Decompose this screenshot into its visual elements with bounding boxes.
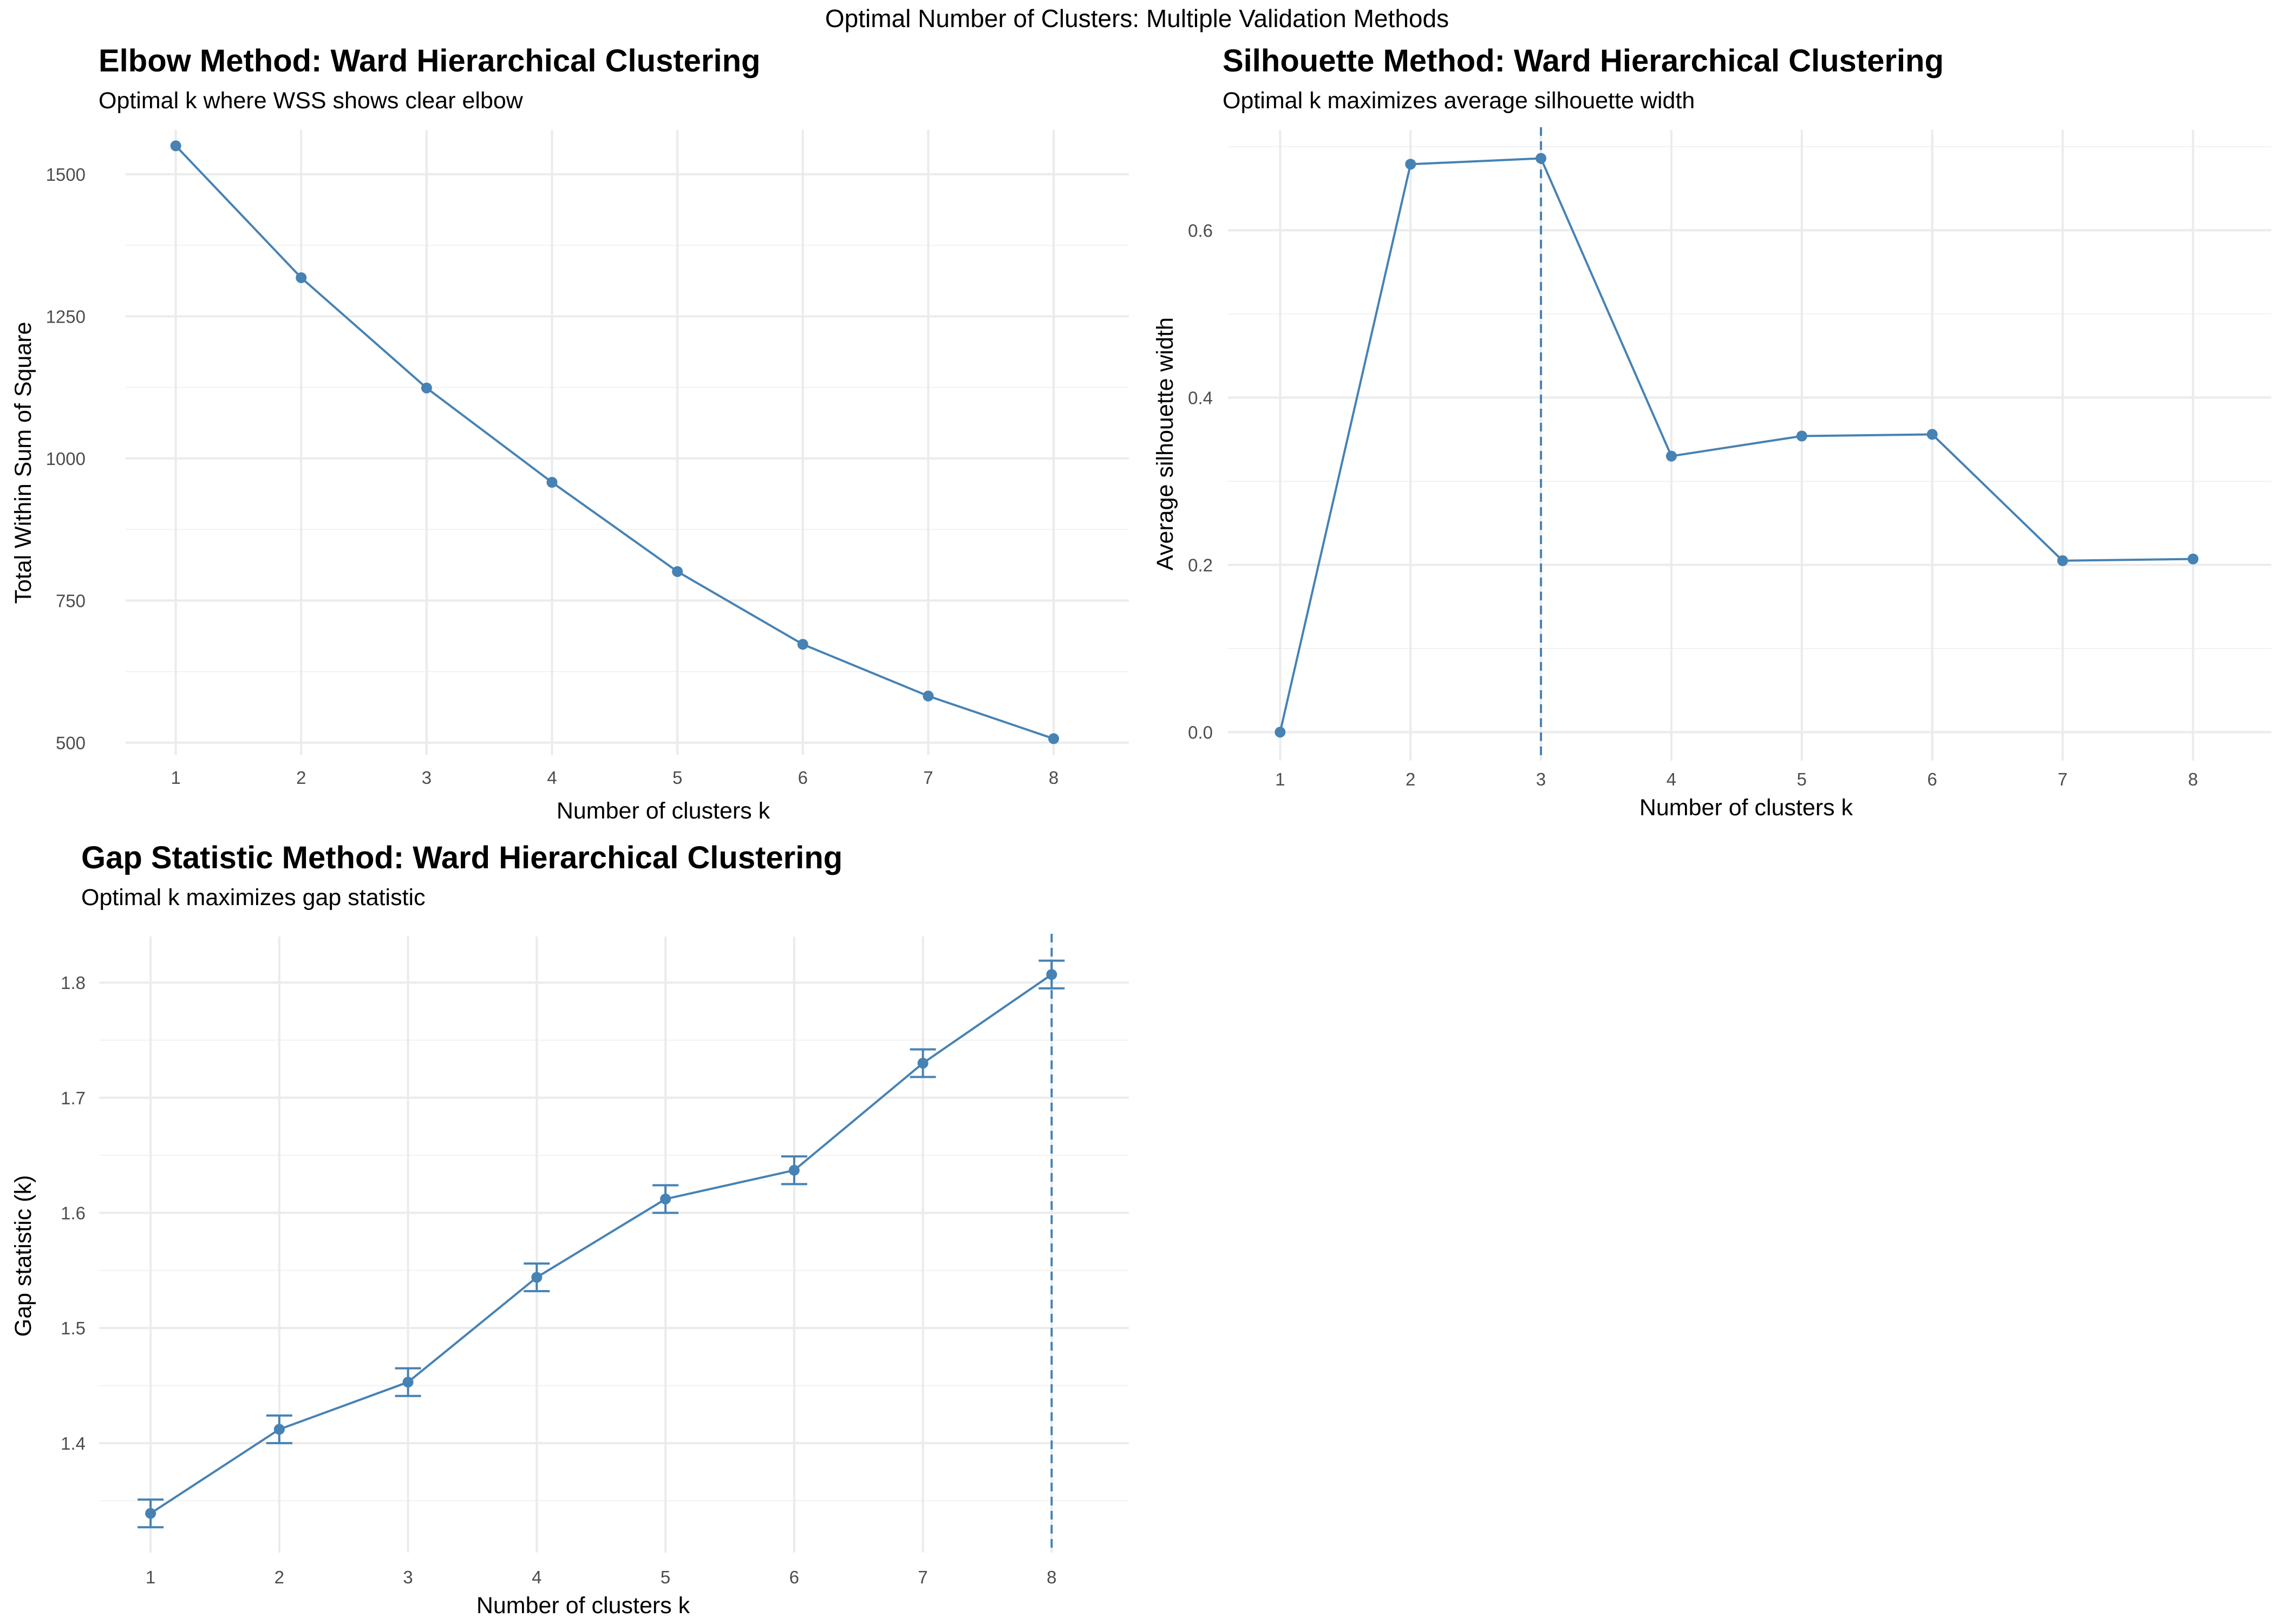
elbow-y-tick-label: 1500 [46, 165, 86, 185]
silhouette-x-tick-label: 6 [1927, 769, 1937, 789]
gap-y-tick-label: 1.8 [61, 973, 86, 993]
silhouette-data-point [1405, 159, 1416, 170]
silhouette-subtitle: Optimal k maximizes average silhouette w… [1223, 88, 1695, 114]
elbow-x-tick-label: 4 [547, 768, 557, 788]
elbow-x-tick-label: 2 [296, 768, 306, 788]
gap-x-tick-label: 5 [661, 1567, 670, 1587]
gap-x-tick-label: 4 [532, 1567, 541, 1587]
gap-data-point [1046, 969, 1057, 980]
elbow-x-tick-label: 5 [672, 768, 682, 788]
elbow-y-tick-label: 1250 [46, 306, 86, 326]
gap-data-point [660, 1193, 671, 1204]
elbow-x-tick-label: 8 [1049, 768, 1058, 788]
silhouette-data-point [1926, 429, 1938, 440]
gap-x-tick-label: 2 [275, 1567, 284, 1587]
gap-y-tick-label: 1.5 [61, 1318, 86, 1338]
silhouette-data-point [2187, 553, 2199, 565]
silhouette-y-tick-label: 0.0 [1188, 722, 1213, 742]
silhouette-data-point [1796, 430, 1807, 442]
elbow-plot-area: 500 750 1000 1250 1500 1 2 3 4 5 6 7 8 [46, 130, 1129, 788]
elbow-data-point [797, 639, 808, 650]
silhouette-data-point [1535, 153, 1547, 164]
elbow-x-tick-label: 1 [171, 768, 180, 788]
gap-y-tick-label: 1.7 [61, 1088, 86, 1108]
elbow-data-point [1048, 733, 1060, 744]
gap-data-point [917, 1057, 929, 1069]
elbow-data-point [546, 477, 558, 488]
elbow-data-point [923, 690, 934, 702]
silhouette-x-tick-label: 2 [1406, 769, 1415, 789]
silhouette-x-tick-label: 8 [2188, 769, 2198, 789]
gap-plot-area: 1.4 1.5 1.6 1.7 1.8 1 2 3 4 5 6 7 8 [61, 934, 1129, 1587]
gap-y-axis-label: Gap statistic (k) [10, 1175, 36, 1337]
gap-x-axis-label: Number of clusters k [476, 1593, 690, 1619]
elbow-y-tick-label: 750 [56, 591, 86, 611]
gap-data-point [531, 1272, 543, 1283]
gap-statistic-panel: Gap Statistic Method: Ward Hierarchical … [10, 840, 1129, 1619]
silhouette-x-tick-label: 7 [2057, 769, 2067, 789]
gap-y-tick-label: 1.6 [61, 1203, 86, 1223]
elbow-x-tick-label: 3 [422, 768, 432, 788]
gap-title: Gap Statistic Method: Ward Hierarchical … [81, 840, 842, 875]
silhouette-series-line [1279, 157, 2193, 732]
silhouette-x-tick-label: 3 [1536, 769, 1546, 789]
gap-y-tick-label: 1.4 [61, 1433, 86, 1453]
silhouette-x-tick-label: 1 [1275, 769, 1285, 789]
silhouette-x-tick-label: 4 [1667, 769, 1676, 789]
elbow-data-point [170, 140, 181, 152]
gap-x-tick-label: 1 [146, 1567, 155, 1587]
silhouette-plot-area: 0.0 0.2 0.4 0.6 1 2 3 4 5 6 7 8 [1188, 127, 2271, 789]
elbow-panel: Elbow Method: Ward Hierarchical Clusteri… [10, 43, 1129, 824]
silhouette-x-tick-label: 5 [1797, 769, 1807, 789]
silhouette-data-point [1665, 450, 1677, 462]
elbow-series-line [175, 145, 1054, 740]
gap-x-tick-label: 3 [403, 1567, 413, 1587]
elbow-y-axis-label: Total Within Sum of Square [10, 322, 36, 604]
elbow-data-point [421, 382, 432, 394]
silhouette-y-tick-label: 0.2 [1188, 555, 1213, 575]
elbow-x-tick-label: 7 [923, 768, 933, 788]
elbow-x-axis-label: Number of clusters k [557, 798, 770, 824]
silhouette-y-axis-label: Average silhouette width [1152, 317, 1178, 571]
gap-x-tick-label: 8 [1047, 1567, 1056, 1587]
gap-data-point [402, 1377, 414, 1388]
elbow-data-point [296, 272, 307, 283]
silhouette-y-tick-label: 0.6 [1188, 220, 1213, 240]
gap-data-point [145, 1508, 156, 1519]
elbow-x-tick-label: 6 [798, 768, 808, 788]
silhouette-y-tick-label: 0.4 [1188, 388, 1213, 408]
elbow-y-tick-label: 1000 [46, 449, 86, 469]
silhouette-data-point [2057, 555, 2068, 566]
figure-title: Optimal Number of Clusters: Multiple Val… [825, 4, 1449, 32]
silhouette-x-axis-label: Number of clusters k [1639, 795, 1853, 821]
silhouette-data-point [1275, 726, 1286, 738]
elbow-data-point [672, 566, 683, 577]
elbow-title: Elbow Method: Ward Hierarchical Clusteri… [99, 43, 760, 78]
silhouette-title: Silhouette Method: Ward Hierarchical Clu… [1223, 43, 1944, 78]
elbow-subtitle: Optimal k where WSS shows clear elbow [99, 88, 524, 114]
gap-x-tick-label: 6 [789, 1567, 799, 1587]
gap-x-tick-label: 7 [918, 1567, 927, 1587]
gap-series-line [150, 973, 1053, 1515]
gap-subtitle: Optimal k maximizes gap statistic [81, 885, 426, 911]
gap-data-point [273, 1424, 285, 1435]
silhouette-panel: Silhouette Method: Ward Hierarchical Clu… [1152, 43, 2271, 821]
gap-data-point [788, 1164, 800, 1176]
elbow-y-tick-label: 500 [56, 733, 86, 753]
